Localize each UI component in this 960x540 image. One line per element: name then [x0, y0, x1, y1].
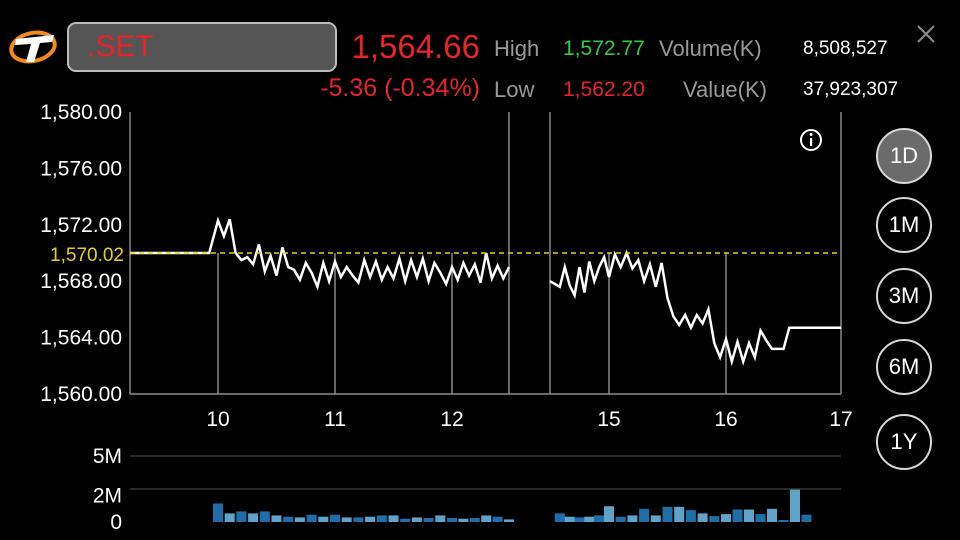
- range-button-1d[interactable]: 1D: [876, 128, 932, 184]
- volume-bar: [318, 516, 329, 522]
- low-label: Low: [494, 77, 535, 102]
- volume-bar: [604, 506, 614, 522]
- value-label: Value(K): [683, 77, 767, 102]
- volume-bar: [492, 516, 503, 522]
- volume-value: 8,508,527: [803, 38, 888, 59]
- volume-tick-label: 2M: [93, 485, 122, 508]
- volume-bar: [674, 506, 685, 522]
- volume-bar: [504, 519, 514, 522]
- stylized-T-logo-icon: [9, 30, 57, 64]
- volume-bar: [213, 503, 223, 522]
- high-label: High: [494, 36, 540, 61]
- volume-bar: [458, 518, 469, 522]
- volume-bar: [721, 514, 731, 522]
- volume-bar: [584, 516, 595, 522]
- volume-bar: [564, 516, 575, 522]
- range-button-3m[interactable]: 3M: [876, 268, 932, 324]
- y-tick-label: 1,580.00: [40, 101, 122, 124]
- x-tick-label: 12: [440, 408, 463, 431]
- volume-bar: [341, 517, 352, 522]
- volume-bar: [283, 516, 294, 522]
- symbol-search-input[interactable]: .SET: [67, 22, 337, 72]
- volume-bar: [388, 515, 399, 522]
- volume-bar: [639, 508, 650, 522]
- high-value: 1,572.77: [563, 37, 645, 60]
- range-button-1m[interactable]: 1M: [876, 197, 932, 253]
- volume-bar: [801, 514, 812, 522]
- price-chart: 1,580.00 1,576.00 1,572.00 1,568.00 1,564.00…: [40, 101, 852, 534]
- volume-bar: [650, 515, 661, 522]
- volume-bar: [469, 518, 480, 522]
- x-tick-label: 10: [206, 408, 229, 431]
- x-tick-label: 16: [714, 408, 737, 431]
- volume-bar: [767, 508, 777, 522]
- volume-bar: [685, 510, 696, 522]
- volume-bar: [697, 513, 708, 522]
- volume-bar: [594, 515, 605, 522]
- volume-bar: [411, 517, 422, 522]
- volume-bar: [400, 518, 411, 522]
- volume-bar: [709, 516, 720, 522]
- x-tick-label: 17: [829, 408, 852, 431]
- range-button-6m[interactable]: 6M: [876, 339, 932, 395]
- y-tick-label: 1,568.00: [40, 270, 122, 293]
- volume-bar: [330, 514, 340, 522]
- volume-bar: [376, 515, 387, 522]
- price-change: -5.36 (-0.34%): [320, 74, 480, 102]
- volume-label: Volume(K): [659, 36, 762, 61]
- volume-bar: [271, 515, 282, 522]
- info-icon[interactable]: [800, 129, 822, 151]
- volume-bar: [224, 513, 235, 522]
- price-line-morning: [130, 216, 511, 291]
- x-tick-label: 15: [597, 408, 620, 431]
- price-line-afternoon: [549, 249, 841, 367]
- x-tick-label: 11: [324, 408, 346, 431]
- volume-bar: [353, 517, 364, 522]
- volume-bar: [236, 511, 247, 522]
- y-tick-label: 1,560.00: [40, 383, 122, 406]
- y-tick-label: 1,572.00: [40, 214, 122, 237]
- volume-bar: [259, 511, 270, 522]
- volume-bar: [481, 515, 492, 522]
- volume-bar: [755, 514, 766, 522]
- volume-bar: [554, 513, 565, 522]
- volume-bar: [778, 520, 789, 522]
- volume-bar: [790, 489, 800, 522]
- volume-tick-label: 0: [110, 511, 122, 534]
- close-icon[interactable]: [914, 22, 938, 46]
- volume-bar: [627, 515, 638, 522]
- volume-bar: [306, 514, 317, 522]
- last-price: 1,564.66: [351, 28, 480, 65]
- volume-bar: [294, 517, 305, 522]
- volume-bar: [365, 516, 376, 522]
- volume-bar: [732, 509, 743, 522]
- volume-bar: [248, 513, 259, 522]
- volume-bar: [744, 509, 754, 522]
- volume-bar: [615, 516, 626, 522]
- volume-tick-label: 5M: [93, 445, 122, 468]
- volume-bar: [435, 515, 446, 522]
- y-tick-label: 1,576.00: [40, 157, 122, 180]
- value-value: 37,923,307: [803, 79, 899, 100]
- y-tick-label: 1,564.00: [40, 327, 122, 350]
- volume-bar: [662, 506, 673, 522]
- volume-bar: [447, 518, 457, 522]
- symbol-text: .SET: [87, 30, 154, 63]
- reference-value-label: 1,570.02: [50, 245, 124, 266]
- volume-bar: [574, 517, 585, 522]
- volume-bar: [423, 518, 434, 522]
- low-value: 1,562.20: [563, 78, 645, 101]
- range-button-1y[interactable]: 1Y: [876, 414, 932, 470]
